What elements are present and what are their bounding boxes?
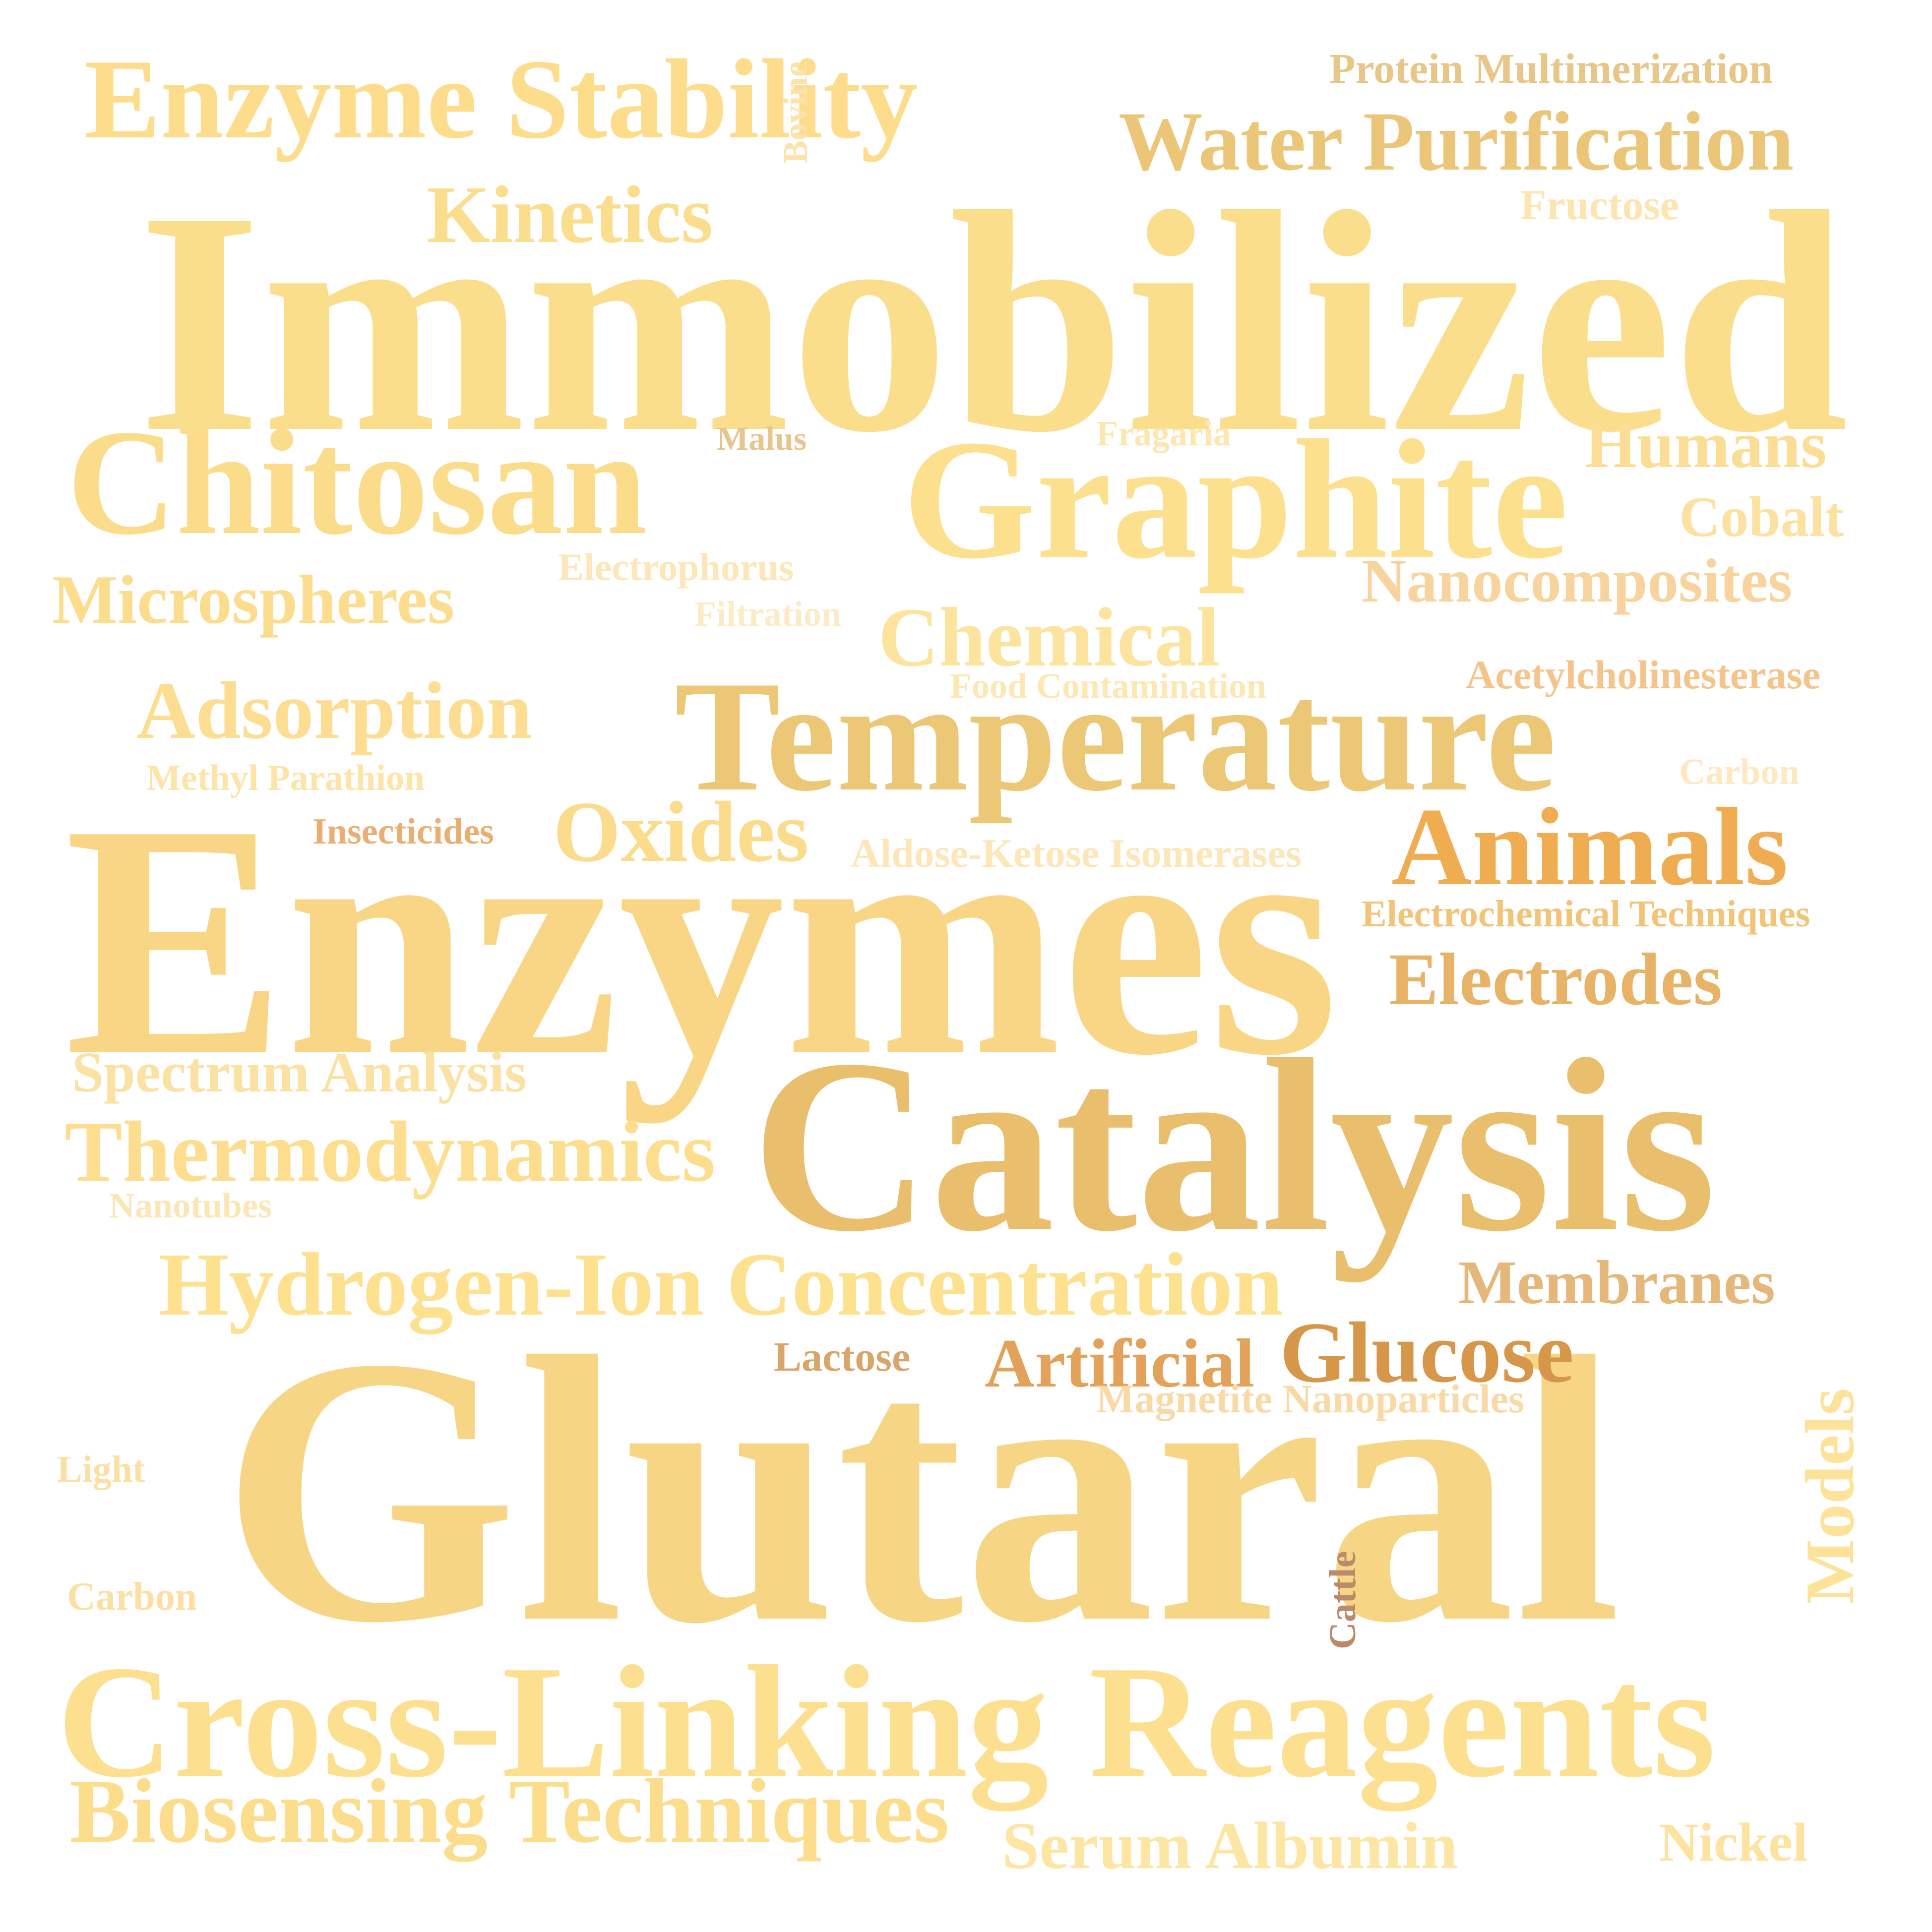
word-acetylcholinesterase: Acetylcholinesterase: [1466, 652, 1820, 697]
word-adsorption: Adsorption: [136, 665, 532, 756]
word-water-purification: Water Purification: [1119, 95, 1794, 188]
word-fragaria: Fragaria: [1096, 414, 1231, 453]
word-thermodynamics: Thermodynamics: [64, 1103, 716, 1200]
word-membranes: Membranes: [1458, 1249, 1775, 1317]
word-carbon-left: Carbon: [67, 1575, 197, 1619]
word-food-contamination: Food Contamination: [950, 666, 1267, 706]
word-insecticides: Insecticides: [312, 811, 494, 852]
word-cross-linking-reagents: Cross-Linking Reagents: [57, 1632, 1716, 1811]
word-nickel: Nickel: [1659, 1812, 1808, 1872]
word-light: Light: [57, 1449, 145, 1490]
word-immobilized: Immobilized: [138, 147, 1849, 498]
word-oxides: Oxides: [553, 784, 809, 880]
word-spectrum-analysis: Spectrum Analysis: [72, 1041, 527, 1104]
word-microspheres: Microspheres: [52, 561, 455, 638]
word-magnetite-nanoparticles: Magnetite Nanoparticles: [1096, 1376, 1525, 1421]
word-enzyme-stability: Enzyme Stability: [84, 36, 918, 162]
word-malus: Malus: [717, 420, 807, 457]
word-catalysis: Catalysis: [751, 1008, 1716, 1283]
word-biosensing-techniques: Biosensing Techniques: [69, 1760, 949, 1862]
word-chemical: Chemical: [878, 591, 1220, 684]
word-carbon-right: Carbon: [1679, 752, 1800, 792]
word-methyl-parathion: Methyl Parathion: [146, 758, 425, 798]
word-graphite: Graphite: [903, 405, 1568, 594]
word-cattle: Cattle: [1322, 1551, 1364, 1649]
word-kinetics: Kinetics: [427, 169, 713, 260]
word-electrodes: Electrodes: [1389, 938, 1723, 1021]
word-humans: Humans: [1585, 408, 1827, 482]
word-enzymes: Enzymes: [64, 756, 1339, 1124]
word-artificial: Artificial: [985, 1325, 1255, 1402]
word-serum-albumin: Serum Albumin: [1002, 1809, 1458, 1883]
word-animals: Animals: [1391, 785, 1789, 908]
word-fructose: Fructose: [1520, 181, 1679, 229]
word-cobalt: Cobalt: [1679, 485, 1844, 548]
word-bovine: Bovine: [777, 61, 815, 164]
word-models: Models: [1792, 1388, 1869, 1604]
word-electrochemical-techniques: Electrochemical Techniques: [1362, 893, 1810, 935]
word-nanotubes: Nanotubes: [109, 1186, 272, 1225]
word-filtration: Filtration: [694, 594, 841, 634]
word-protein-multimerization: Protein Multimerization: [1329, 45, 1773, 92]
word-glucose: Glucose: [1280, 1304, 1574, 1400]
word-electrophorus: Electrophorus: [558, 545, 794, 589]
word-hydrogen-ion-concentration: Hydrogen-Ion Concentration: [159, 1235, 1283, 1334]
word-chitosan: Chitosan: [67, 398, 647, 566]
word-temperature: Temperature: [675, 649, 1557, 824]
word-glutaral: Glutaral: [221, 1278, 1621, 1701]
word-lactose: Lactose: [774, 1334, 911, 1380]
word-aldose-ketose-isomerases: Aldose-Ketose Isomerases: [851, 831, 1302, 876]
word-nanocomposites: Nanocomposites: [1362, 547, 1793, 615]
